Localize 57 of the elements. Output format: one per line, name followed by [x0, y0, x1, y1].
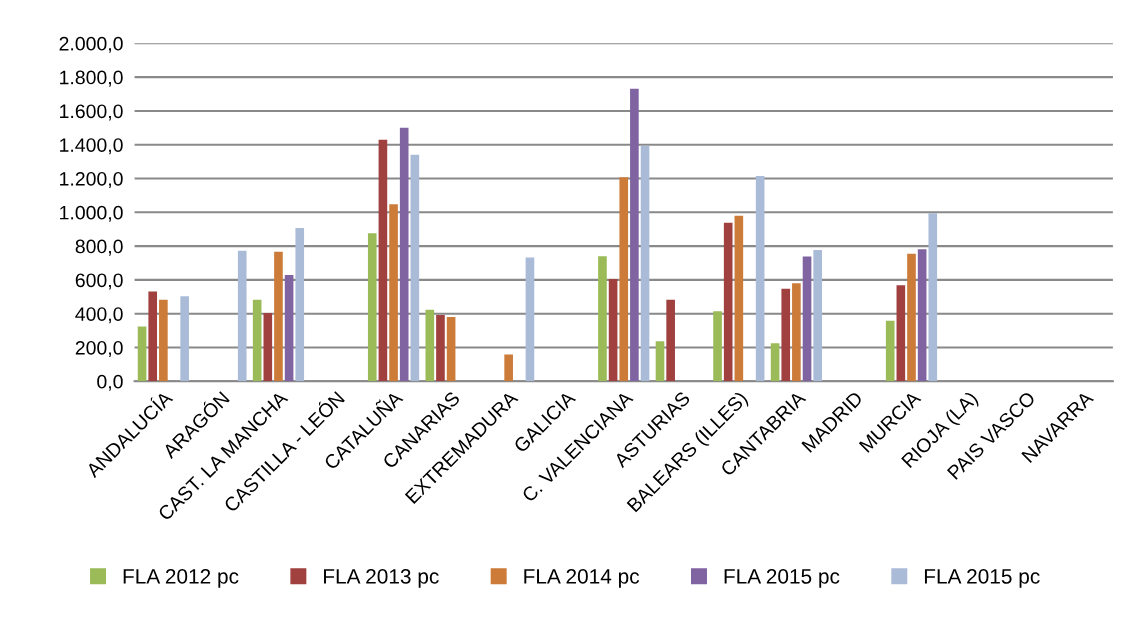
bar: [792, 283, 801, 382]
y-tick-label: 0,0: [97, 374, 123, 391]
y-tick-label: 800,0: [75, 239, 123, 256]
bar: [619, 177, 629, 382]
bar: [148, 291, 158, 382]
bar: [896, 285, 906, 382]
bar: [781, 288, 791, 382]
bar: [630, 88, 639, 382]
legend-label: FLA 2014 pc: [524, 569, 640, 588]
bar: [713, 311, 722, 382]
bar: [907, 253, 916, 382]
y-tick-label: 1.600,0: [60, 104, 123, 121]
y-tick-label: 2.000,0: [59, 36, 123, 53]
legend-label: FLA 2015 pc: [724, 569, 840, 588]
bar: [917, 249, 927, 382]
bar: [640, 145, 650, 382]
bar: [252, 299, 262, 382]
y-tick-label: 1.200,0: [60, 171, 123, 189]
bar: [666, 299, 675, 382]
y-tick-label: 200,0: [75, 340, 123, 358]
bar: [525, 257, 535, 382]
bar: [378, 139, 388, 382]
bar: [813, 250, 822, 382]
bar: [928, 213, 938, 382]
bar: [295, 228, 305, 382]
legend-label: FLA 2013 pc: [324, 569, 439, 588]
bar: [180, 296, 189, 382]
bar: [399, 127, 409, 382]
bar: [655, 341, 665, 382]
bar: [237, 250, 247, 382]
bar: [755, 175, 765, 382]
bar: [598, 256, 607, 382]
bar: [504, 354, 513, 382]
y-tick-label: 1.800,0: [60, 70, 123, 87]
bar: [734, 215, 744, 382]
bar: [284, 275, 294, 382]
bar: [159, 299, 168, 382]
bar: [446, 316, 456, 382]
y-tick-label: 600,0: [75, 273, 123, 290]
bar: [723, 222, 733, 382]
bar: [802, 256, 812, 382]
bar: [367, 233, 377, 382]
bar: [263, 313, 273, 382]
y-tick-label: 1.400,0: [60, 138, 123, 155]
bar: [436, 315, 445, 382]
bar: [770, 343, 780, 382]
bar: [274, 251, 283, 382]
y-tick-label: 400,0: [75, 307, 123, 324]
bar: [425, 309, 435, 382]
bar: [389, 204, 398, 382]
bar: [410, 154, 420, 382]
bar: [885, 320, 895, 382]
legend-label: FLA 2015 pc: [924, 569, 1040, 588]
y-tick-label: 1.000,0: [60, 205, 123, 222]
legend-label: FLA 2012 pc: [123, 569, 239, 588]
bar: [608, 279, 618, 382]
bar: [137, 326, 147, 382]
